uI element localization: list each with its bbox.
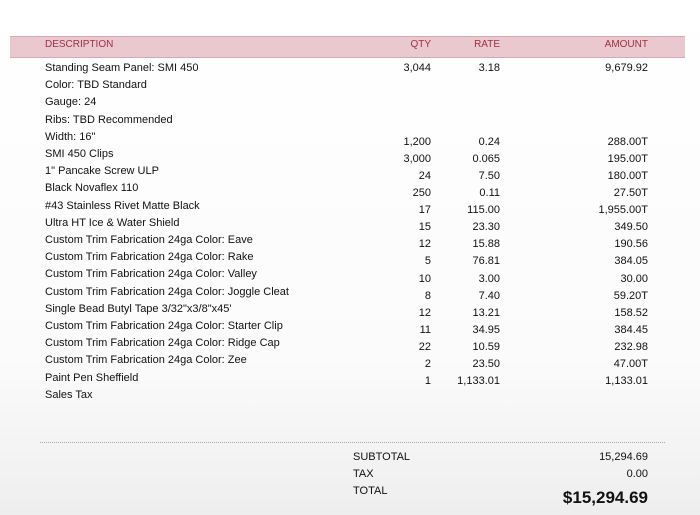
item-description: Custom Trim Fabrication 24ga Color: Ridg… bbox=[45, 337, 280, 350]
item-cell: 250 bbox=[412, 187, 431, 200]
item-cell: 2 bbox=[424, 357, 431, 370]
column-header: QTY bbox=[410, 39, 431, 50]
item-cell: 115.00 bbox=[467, 204, 500, 217]
item-description: Sales Tax bbox=[45, 388, 93, 401]
item-cell: 1 bbox=[424, 374, 431, 387]
item-cell: 3.00 bbox=[478, 272, 500, 285]
item-cell: 7.50 bbox=[478, 170, 500, 183]
item-cell: 15.88 bbox=[472, 238, 500, 251]
total-value: 0.00 bbox=[626, 468, 648, 480]
item-cell: 76.81 bbox=[472, 255, 500, 268]
item-description: Single Bead Butyl Tape 3/32"x3/8"x45' bbox=[45, 302, 232, 315]
item-description: SMI 450 Clips bbox=[45, 148, 114, 160]
item-description: Custom Trim Fabrication 24ga Color: Eave bbox=[45, 234, 253, 246]
column-header: AMOUNT bbox=[604, 39, 648, 50]
item-cell: 1,133.01 bbox=[457, 374, 500, 387]
item-description: Ribs: TBD Recommended bbox=[45, 113, 173, 126]
item-cell: 9,679.92 bbox=[605, 62, 648, 74]
item-cell: 10.59 bbox=[472, 340, 500, 353]
column-header: RATE bbox=[474, 39, 500, 50]
item-description: Black Novaflex 110 bbox=[45, 182, 139, 195]
item-cell: 8 bbox=[424, 289, 431, 302]
item-description: Custom Trim Fabrication 24ga Color: Zee bbox=[45, 354, 247, 367]
header-band bbox=[10, 36, 685, 58]
item-cell: 12 bbox=[418, 306, 431, 319]
item-cell: 232.98 bbox=[614, 340, 648, 353]
total-label: TOTAL bbox=[353, 485, 388, 497]
item-description: Color: TBD Standard bbox=[45, 79, 147, 92]
item-description: Custom Trim Fabrication 24ga Color: Rake bbox=[45, 251, 254, 264]
item-cell: 384.45 bbox=[614, 323, 648, 336]
item-cell: 15 bbox=[418, 221, 431, 234]
total-label: TAX bbox=[353, 468, 374, 480]
total-label: SUBTOTAL bbox=[353, 451, 411, 463]
item-cell: 0.11 bbox=[479, 187, 500, 200]
item-cell: 288.00T bbox=[607, 136, 648, 148]
item-cell: 1,200 bbox=[403, 136, 431, 148]
item-description: Width: 16" bbox=[45, 130, 96, 143]
item-cell: 13.21 bbox=[472, 306, 500, 319]
item-cell: 11 bbox=[419, 323, 431, 336]
item-cell: 12 bbox=[418, 238, 431, 251]
total-value: $15,294.69 bbox=[562, 488, 648, 507]
item-description: Gauge: 24 bbox=[45, 96, 97, 109]
item-cell: 23.30 bbox=[472, 221, 500, 234]
item-cell: 0.065 bbox=[472, 153, 500, 166]
item-cell: 47.00T bbox=[613, 357, 648, 370]
item-cell: 3.18 bbox=[478, 62, 500, 74]
item-cell: 22 bbox=[418, 340, 431, 353]
item-description: #43 Stainless Rivet Matte Black bbox=[45, 199, 200, 212]
item-cell: 24 bbox=[418, 170, 431, 183]
item-cell: 0.24 bbox=[478, 136, 500, 148]
item-cell: 384.05 bbox=[614, 255, 648, 268]
item-description: Custom Trim Fabrication 24ga Color: Vall… bbox=[45, 268, 257, 281]
item-cell: 349.50 bbox=[614, 221, 648, 234]
item-description: Custom Trim Fabrication 24ga Color: Star… bbox=[45, 320, 283, 332]
item-cell: 3,000 bbox=[403, 153, 431, 166]
separator bbox=[40, 442, 665, 443]
item-cell: 190.56 bbox=[614, 238, 648, 251]
item-cell: 34.95 bbox=[472, 323, 500, 336]
item-description: Paint Pen Sheffield bbox=[45, 371, 139, 384]
item-cell: 23.50 bbox=[472, 357, 500, 370]
item-cell: 5 bbox=[424, 255, 431, 268]
item-cell: 1,955.00T bbox=[598, 204, 648, 217]
item-description: Standing Seam Panel: SMI 450 bbox=[45, 62, 199, 74]
item-cell: 180.00T bbox=[607, 170, 648, 183]
item-cell: 30.00 bbox=[620, 272, 648, 285]
item-cell: 10 bbox=[418, 272, 431, 285]
item-description: 1" Pancake Screw ULP bbox=[45, 165, 159, 178]
total-value: 15,294.69 bbox=[599, 451, 648, 463]
item-cell: 7.40 bbox=[478, 289, 500, 302]
item-cell: 195.00T bbox=[607, 153, 648, 166]
item-cell: 27.50T bbox=[613, 187, 648, 200]
item-description: Custom Trim Fabrication 24ga Color: Jogg… bbox=[45, 285, 289, 298]
item-cell: 1,133.01 bbox=[605, 374, 648, 387]
item-cell: 3,044 bbox=[403, 62, 431, 74]
item-cell: 158.52 bbox=[614, 306, 648, 319]
item-cell: 59.20T bbox=[613, 289, 648, 302]
item-cell: 17 bbox=[418, 204, 431, 217]
column-header: DESCRIPTION bbox=[45, 39, 114, 50]
item-description: Ultra HT Ice & Water Shield bbox=[45, 216, 180, 229]
